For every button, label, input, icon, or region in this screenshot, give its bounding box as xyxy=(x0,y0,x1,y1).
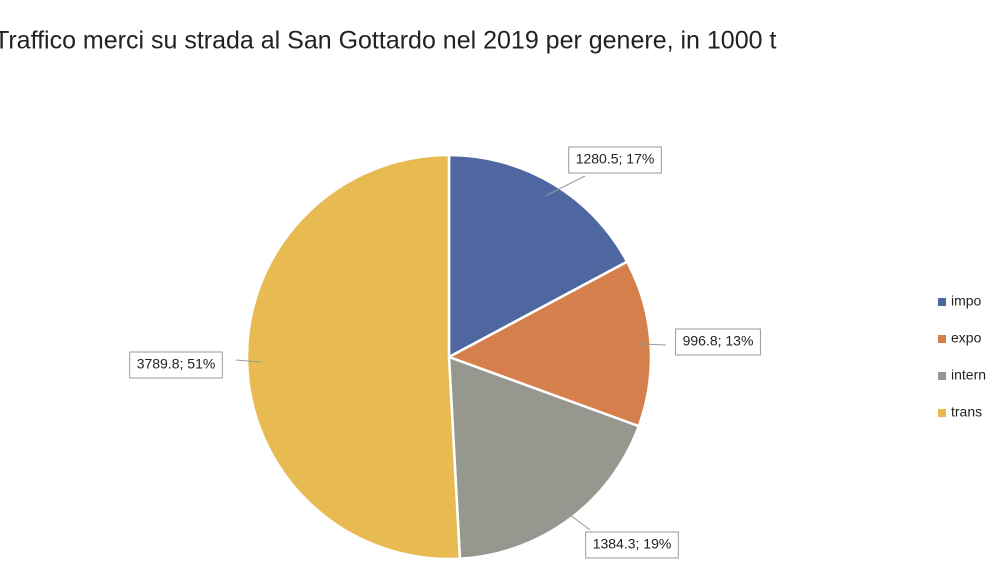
callout-line xyxy=(560,507,591,531)
legend-swatch xyxy=(938,298,946,306)
legend-label: impo xyxy=(951,293,982,309)
legend-swatch xyxy=(938,409,946,417)
legend-label: intern xyxy=(951,367,986,383)
data-label: 3789.8; 51% xyxy=(137,356,216,372)
pie-slice xyxy=(445,260,653,428)
legend-swatch xyxy=(938,335,946,343)
data-label-box xyxy=(129,351,223,379)
legend-label: trans xyxy=(951,404,982,420)
data-label: 996.8; 13% xyxy=(683,333,754,349)
data-label: 1280.5; 17% xyxy=(576,151,655,167)
callout-line xyxy=(235,359,262,363)
data-label-box xyxy=(585,531,679,559)
pie-slice xyxy=(245,153,462,561)
pie-slice xyxy=(447,153,629,360)
legend-label: expo xyxy=(951,330,982,346)
callout-line xyxy=(636,343,667,346)
legend-swatch xyxy=(938,372,946,380)
callout-line xyxy=(545,175,586,197)
data-label-box xyxy=(675,328,761,356)
data-label: 1384.3; 19% xyxy=(593,536,672,552)
chart-title: Traffico merci su strada al San Gottardo… xyxy=(0,27,776,55)
pie-slice xyxy=(447,355,641,561)
data-label-box xyxy=(568,146,662,174)
